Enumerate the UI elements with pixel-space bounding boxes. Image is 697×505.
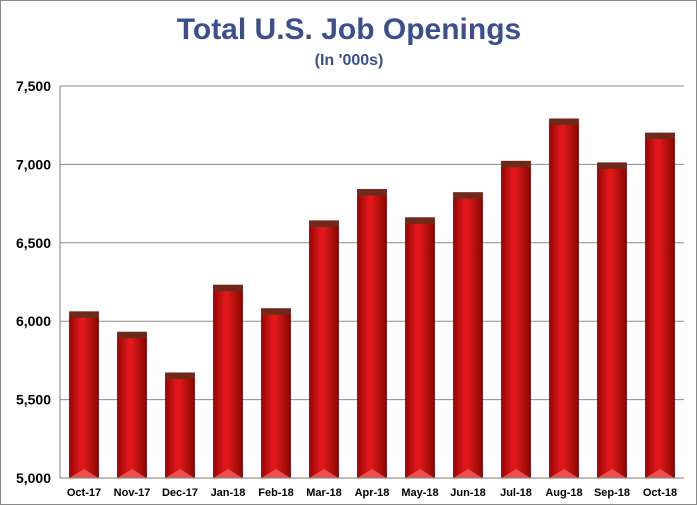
- bar: [165, 372, 195, 479]
- bar-body: [117, 331, 147, 479]
- bar-body: [69, 311, 99, 479]
- y-axis-ticks: 5,000 5,500 6,000 6,500 7,000 7,500: [16, 78, 51, 486]
- x-tick-label: Dec-17: [162, 487, 198, 499]
- bar: [357, 189, 387, 479]
- bar: [213, 284, 243, 479]
- x-tick-label: Jun-18: [450, 487, 485, 499]
- bar: [261, 308, 291, 479]
- bar-base-highlight: [309, 469, 339, 478]
- y-tick-label: 7,000: [16, 156, 51, 172]
- x-tick-label: Nov-17: [114, 487, 151, 499]
- bar-base-highlight: [117, 469, 147, 478]
- bar-body: [549, 118, 579, 479]
- bar-cap: [453, 192, 483, 199]
- chart-title: Total U.S. Job Openings: [177, 13, 521, 46]
- bar-body: [261, 308, 291, 479]
- x-tick-label: Mar-18: [306, 487, 341, 499]
- bar-cap: [645, 133, 675, 140]
- bar-body: [453, 192, 483, 479]
- bar-body: [597, 162, 627, 479]
- bar-base-highlight: [501, 469, 531, 478]
- x-tick-label: Apr-18: [355, 487, 390, 499]
- bar-body: [165, 372, 195, 479]
- chart-subtitle: (In '000s): [315, 52, 384, 69]
- bar: [645, 132, 675, 479]
- bar-base-highlight: [453, 469, 483, 478]
- bar-base-highlight: [645, 469, 675, 478]
- bars: [69, 118, 675, 479]
- bar-base-highlight: [165, 469, 195, 478]
- bar-body: [405, 217, 435, 479]
- y-tick-label: 6,500: [16, 235, 51, 251]
- bar-base-highlight: [405, 469, 435, 478]
- bar-cap: [549, 118, 579, 125]
- x-tick-label: Oct-17: [67, 487, 101, 499]
- y-tick-label: 5,000: [16, 470, 51, 486]
- bar-cap: [69, 311, 99, 318]
- bar: [453, 192, 483, 479]
- bar: [501, 160, 531, 479]
- x-tick-label: Jul-18: [500, 487, 532, 499]
- bar: [117, 331, 147, 479]
- bar-cap: [597, 162, 627, 169]
- x-tick-label: Sep-18: [594, 487, 630, 499]
- bar-cap: [213, 285, 243, 292]
- x-tick-label: Feb-18: [258, 487, 293, 499]
- bar-body: [645, 132, 675, 479]
- bar-cap: [117, 332, 147, 339]
- bar-cap: [357, 189, 387, 196]
- bar-cap: [501, 161, 531, 168]
- bar-body: [309, 220, 339, 479]
- bar: [405, 217, 435, 479]
- bar-body: [357, 189, 387, 479]
- bar-cap: [309, 220, 339, 227]
- x-tick-label: Jan-18: [211, 487, 246, 499]
- x-axis-ticks: Oct-17 Nov-17 Dec-17 Jan-18 Feb-18 Mar-18 Apr-…: [67, 487, 677, 499]
- bar-body: [501, 160, 531, 479]
- y-tick-label: 7,500: [16, 78, 51, 94]
- x-tick-label: May-18: [401, 487, 438, 499]
- bar-cap: [165, 372, 195, 379]
- bar: [597, 162, 627, 479]
- bar-base-highlight: [549, 469, 579, 478]
- y-tick-label: 5,500: [16, 392, 51, 408]
- x-tick-label: Oct-18: [643, 487, 677, 499]
- bar: [549, 118, 579, 479]
- bar: [309, 220, 339, 479]
- x-tick-label: Aug-18: [545, 487, 582, 499]
- bar-base-highlight: [213, 469, 243, 478]
- bar-base-highlight: [357, 469, 387, 478]
- bar-base-highlight: [261, 469, 291, 478]
- bar-cap: [405, 217, 435, 224]
- bar-body: [213, 284, 243, 479]
- bar-base-highlight: [597, 469, 627, 478]
- y-tick-label: 6,000: [16, 313, 51, 329]
- bar: [69, 311, 99, 479]
- bar-cap: [261, 308, 291, 315]
- bar-base-highlight: [69, 469, 99, 478]
